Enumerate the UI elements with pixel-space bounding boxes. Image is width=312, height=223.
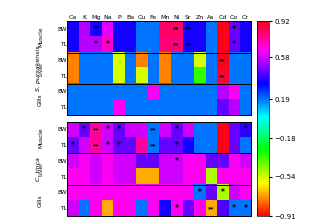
- Text: **: **: [173, 42, 180, 47]
- Text: **: **: [93, 127, 99, 132]
- Text: Liver: Liver: [38, 61, 43, 76]
- Text: Gills: Gills: [38, 194, 43, 207]
- Text: TL: TL: [60, 143, 66, 148]
- Text: *: *: [105, 141, 109, 150]
- Text: BW: BW: [57, 127, 66, 132]
- Text: *: *: [174, 141, 178, 150]
- Text: **: **: [185, 27, 191, 31]
- Text: BW: BW: [57, 159, 66, 164]
- Text: **: **: [150, 127, 157, 132]
- Text: *: *: [232, 25, 236, 33]
- Text: C. tinca: C. tinca: [36, 157, 41, 181]
- Text: BW: BW: [57, 190, 66, 195]
- Text: *: *: [232, 204, 236, 213]
- Text: *: *: [243, 204, 247, 213]
- Text: **: **: [208, 206, 214, 211]
- Text: **: **: [150, 143, 157, 148]
- Text: Muscle: Muscle: [38, 27, 43, 47]
- Text: **: **: [173, 27, 180, 31]
- Text: BW: BW: [57, 89, 66, 94]
- Text: *: *: [117, 125, 121, 134]
- Text: **: **: [219, 58, 226, 63]
- Text: *: *: [71, 141, 75, 150]
- Text: *: *: [174, 157, 178, 166]
- Text: *: *: [94, 25, 98, 33]
- Text: Muscle: Muscle: [38, 128, 43, 148]
- Text: **: **: [93, 143, 99, 148]
- Text: *: *: [94, 40, 98, 49]
- Text: *: *: [82, 125, 86, 134]
- Text: *: *: [105, 40, 109, 49]
- Text: *: *: [232, 40, 236, 49]
- Text: *: *: [243, 125, 247, 134]
- Text: *: *: [174, 204, 178, 213]
- Text: TL: TL: [60, 175, 66, 180]
- Text: S. pursakensis: S. pursakensis: [36, 45, 41, 91]
- Text: TL: TL: [60, 105, 66, 110]
- Text: **: **: [185, 42, 191, 47]
- Text: **: **: [219, 74, 226, 79]
- Text: Liver: Liver: [38, 162, 43, 176]
- Text: TL: TL: [60, 206, 66, 211]
- Text: *: *: [221, 188, 224, 197]
- Text: *: *: [197, 188, 201, 197]
- Text: *: *: [117, 141, 121, 150]
- Text: BW: BW: [57, 27, 66, 31]
- Text: Gills: Gills: [38, 93, 43, 106]
- Text: TL: TL: [60, 42, 66, 47]
- Text: BW: BW: [57, 58, 66, 63]
- Text: *: *: [105, 125, 109, 134]
- Text: *: *: [174, 125, 178, 134]
- Text: TL: TL: [60, 74, 66, 79]
